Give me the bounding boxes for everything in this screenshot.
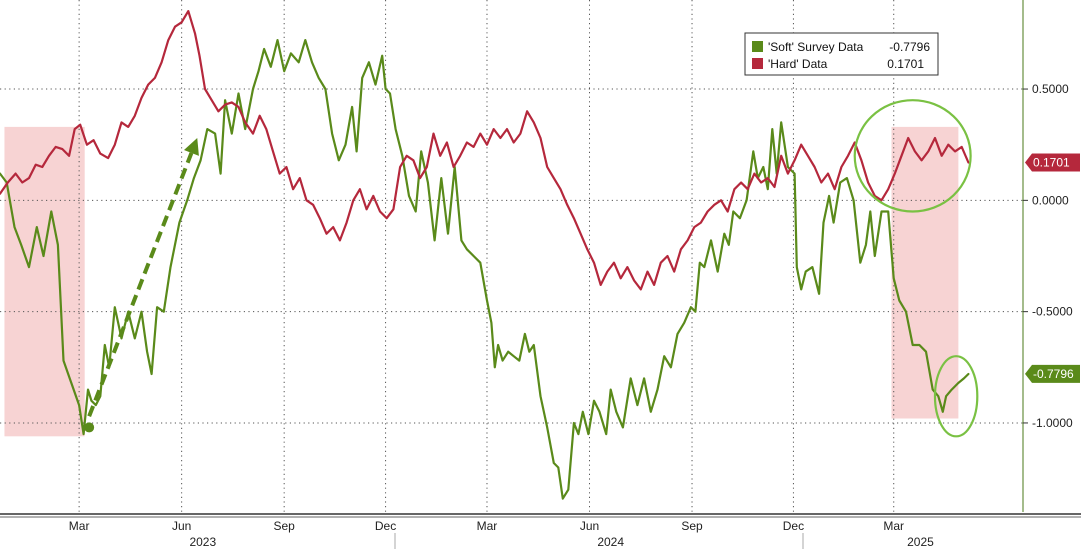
shaded-region-1	[891, 126, 959, 419]
year-label-2: 2025	[907, 535, 934, 549]
y-tick-label-1: 0.0000	[1032, 193, 1069, 207]
x-tick-label-4: Mar	[477, 519, 498, 533]
y-tick-label-2: -0.5000	[1032, 305, 1073, 319]
arrow-start-dot	[84, 422, 95, 433]
legend-value-hard: 0.1701	[887, 57, 924, 71]
tick-labels: 0.5000 0.0000 -0.5000 -1.0000 Mar Jun Sep Dec Ma…	[69, 82, 1073, 549]
series-line-hard	[0, 10, 970, 291]
annotations	[84, 99, 979, 438]
legend-box	[744, 32, 939, 76]
shaded-regions	[4, 126, 959, 437]
gridlines	[0, 0, 1023, 512]
x-tick-label-8: Mar	[883, 519, 904, 533]
x-tick-label-6: Sep	[681, 519, 703, 533]
last-value-tag-hard	[1025, 153, 1080, 172]
dashed-arrow-shaft	[87, 152, 194, 418]
dashed-arrow-head	[183, 138, 199, 156]
x-tick-label-5: Jun	[580, 519, 599, 533]
year-label-0: 2023	[189, 535, 216, 549]
last-value-tags: -0.7796 0.1701	[1025, 153, 1080, 383]
legend-swatch-hard	[752, 58, 763, 69]
x-tick-label-7: Dec	[783, 519, 804, 533]
legend-value-soft: -0.7796	[889, 40, 930, 54]
series-lines	[0, 10, 970, 500]
highlight-circle-0	[853, 99, 972, 213]
x-tick-label-3: Dec	[375, 519, 396, 533]
y-tick-label-3: -1.0000	[1032, 416, 1073, 430]
y-tick-label-0: 0.5000	[1032, 82, 1069, 96]
series-line-soft	[0, 39, 970, 500]
last-value-tag-soft	[1025, 364, 1080, 383]
x-tick-label-0: Mar	[69, 519, 90, 533]
legend: 'Soft' Survey Data -0.7796 'Hard' Data 0…	[744, 32, 939, 76]
x-tick-label-1: Jun	[172, 519, 191, 533]
legend-label-soft: 'Soft' Survey Data	[768, 40, 864, 54]
year-label-1: 2024	[597, 535, 624, 549]
last-value-label-hard: 0.1701	[1033, 155, 1070, 169]
highlight-circle-1	[933, 355, 979, 438]
last-value-label-soft: -0.7796	[1033, 367, 1074, 381]
axes	[0, 0, 1081, 518]
legend-swatch-soft	[752, 41, 763, 52]
x-tick-label-2: Sep	[273, 519, 295, 533]
legend-label-hard: 'Hard' Data	[768, 57, 828, 71]
